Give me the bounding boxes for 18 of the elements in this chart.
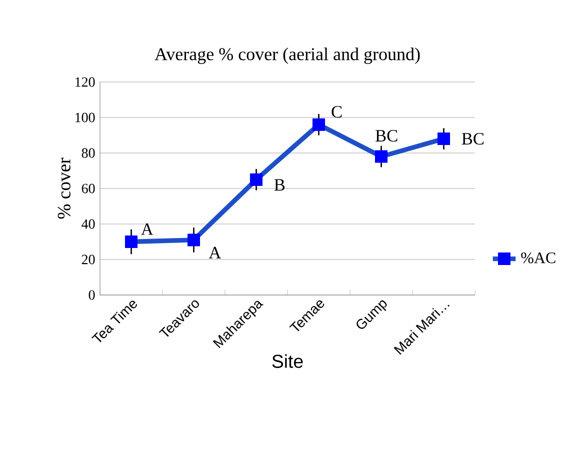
annotation: A	[141, 223, 154, 235]
y-tick-label: 100	[76, 112, 95, 122]
y-axis-title: % cover	[58, 158, 70, 219]
x-tick-label: Tea Time	[92, 300, 137, 342]
y-tick-label: 60	[82, 184, 95, 194]
annotation: C	[332, 106, 342, 118]
annotation: BC	[462, 132, 484, 145]
x-axis-title: Site	[272, 354, 303, 368]
chart-title: Average % cover (aerial and ground)	[154, 48, 420, 64]
annotation: A	[208, 246, 222, 258]
y-tick-label: 40	[82, 219, 95, 229]
y-tick-label: 120	[76, 77, 95, 87]
legend-label: %AC	[521, 252, 556, 264]
annotation: B	[274, 179, 285, 191]
y-tick-label: 80	[82, 148, 95, 158]
y-tick-label: 0	[88, 290, 95, 300]
y-tick-label: 20	[82, 254, 95, 264]
annotation: BC	[376, 130, 398, 142]
